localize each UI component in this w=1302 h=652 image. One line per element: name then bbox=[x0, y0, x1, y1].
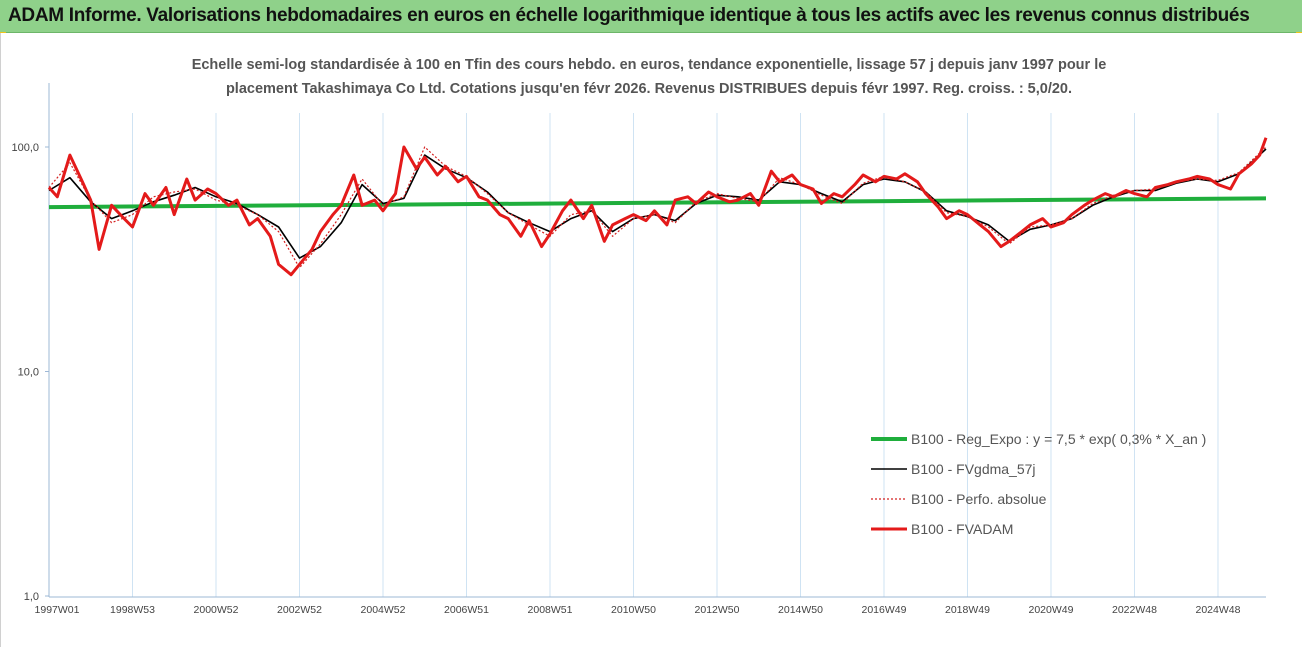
banner-title: ADAM Informe. Valorisations hebdomadaire… bbox=[8, 5, 1250, 26]
x-tick-label: 2004W52 bbox=[361, 604, 406, 616]
legend-label: B100 - FVADAM bbox=[911, 521, 1013, 537]
chart-area: Echelle semi-log standardisée à 100 en T… bbox=[0, 33, 1302, 647]
axes: 1997W01 1998W53 2000W52 2002W52 2004W52 2006W… bbox=[11, 83, 1266, 616]
x-tick-label: 2016W49 bbox=[862, 604, 907, 616]
x-tick-label: 2012W50 bbox=[695, 604, 740, 616]
gridlines bbox=[131, 113, 1219, 597]
legend-label: B100 - FVgdma_57j bbox=[911, 461, 1036, 477]
x-tick-label: 2024W48 bbox=[1196, 604, 1241, 616]
x-tick-label: 2010W50 bbox=[611, 604, 656, 616]
legend-label: B100 - Perfo. absolue bbox=[911, 491, 1047, 507]
y-tick-label: 100,0 bbox=[11, 142, 39, 154]
series-line-4 bbox=[47, 137, 1268, 277]
legend-label: B100 - Reg_Expo : y = 7,5 * exp( 0,3% * … bbox=[911, 431, 1206, 447]
x-tick-label: 2008W51 bbox=[528, 604, 573, 616]
y-tick-label: 10,0 bbox=[18, 367, 39, 379]
x-tick-label: 2020W49 bbox=[1029, 604, 1074, 616]
series-lines bbox=[47, 137, 1268, 277]
series-line-1 bbox=[48, 196, 1267, 210]
x-tick-label: 2022W48 bbox=[1112, 604, 1157, 616]
chart-svg: Echelle semi-log standardisée à 100 en T… bbox=[11, 57, 1268, 616]
legend: B100 - Reg_Expo : y = 7,5 * exp( 0,3% * … bbox=[871, 431, 1206, 537]
series-line-3 bbox=[48, 146, 1267, 269]
x-tick-label: 2006W51 bbox=[444, 604, 489, 616]
x-tick-label: 2002W52 bbox=[277, 604, 322, 616]
chart-title-line2: placement Takashimaya Co Ltd. Cotations … bbox=[226, 81, 1072, 97]
chart-title-line1: Echelle semi-log standardisée à 100 en T… bbox=[192, 57, 1107, 73]
x-tick-label: 1997W01 bbox=[35, 604, 80, 616]
y-tick-label: 1,0 bbox=[24, 591, 39, 603]
x-tick-label: 2014W50 bbox=[778, 604, 823, 616]
x-tick-label: 2018W49 bbox=[945, 604, 990, 616]
x-tick-label: 1998W53 bbox=[110, 604, 155, 616]
x-tick-label: 2000W52 bbox=[194, 604, 239, 616]
chart-banner: ADAM Informe. Valorisations hebdomadaire… bbox=[0, 0, 1302, 33]
